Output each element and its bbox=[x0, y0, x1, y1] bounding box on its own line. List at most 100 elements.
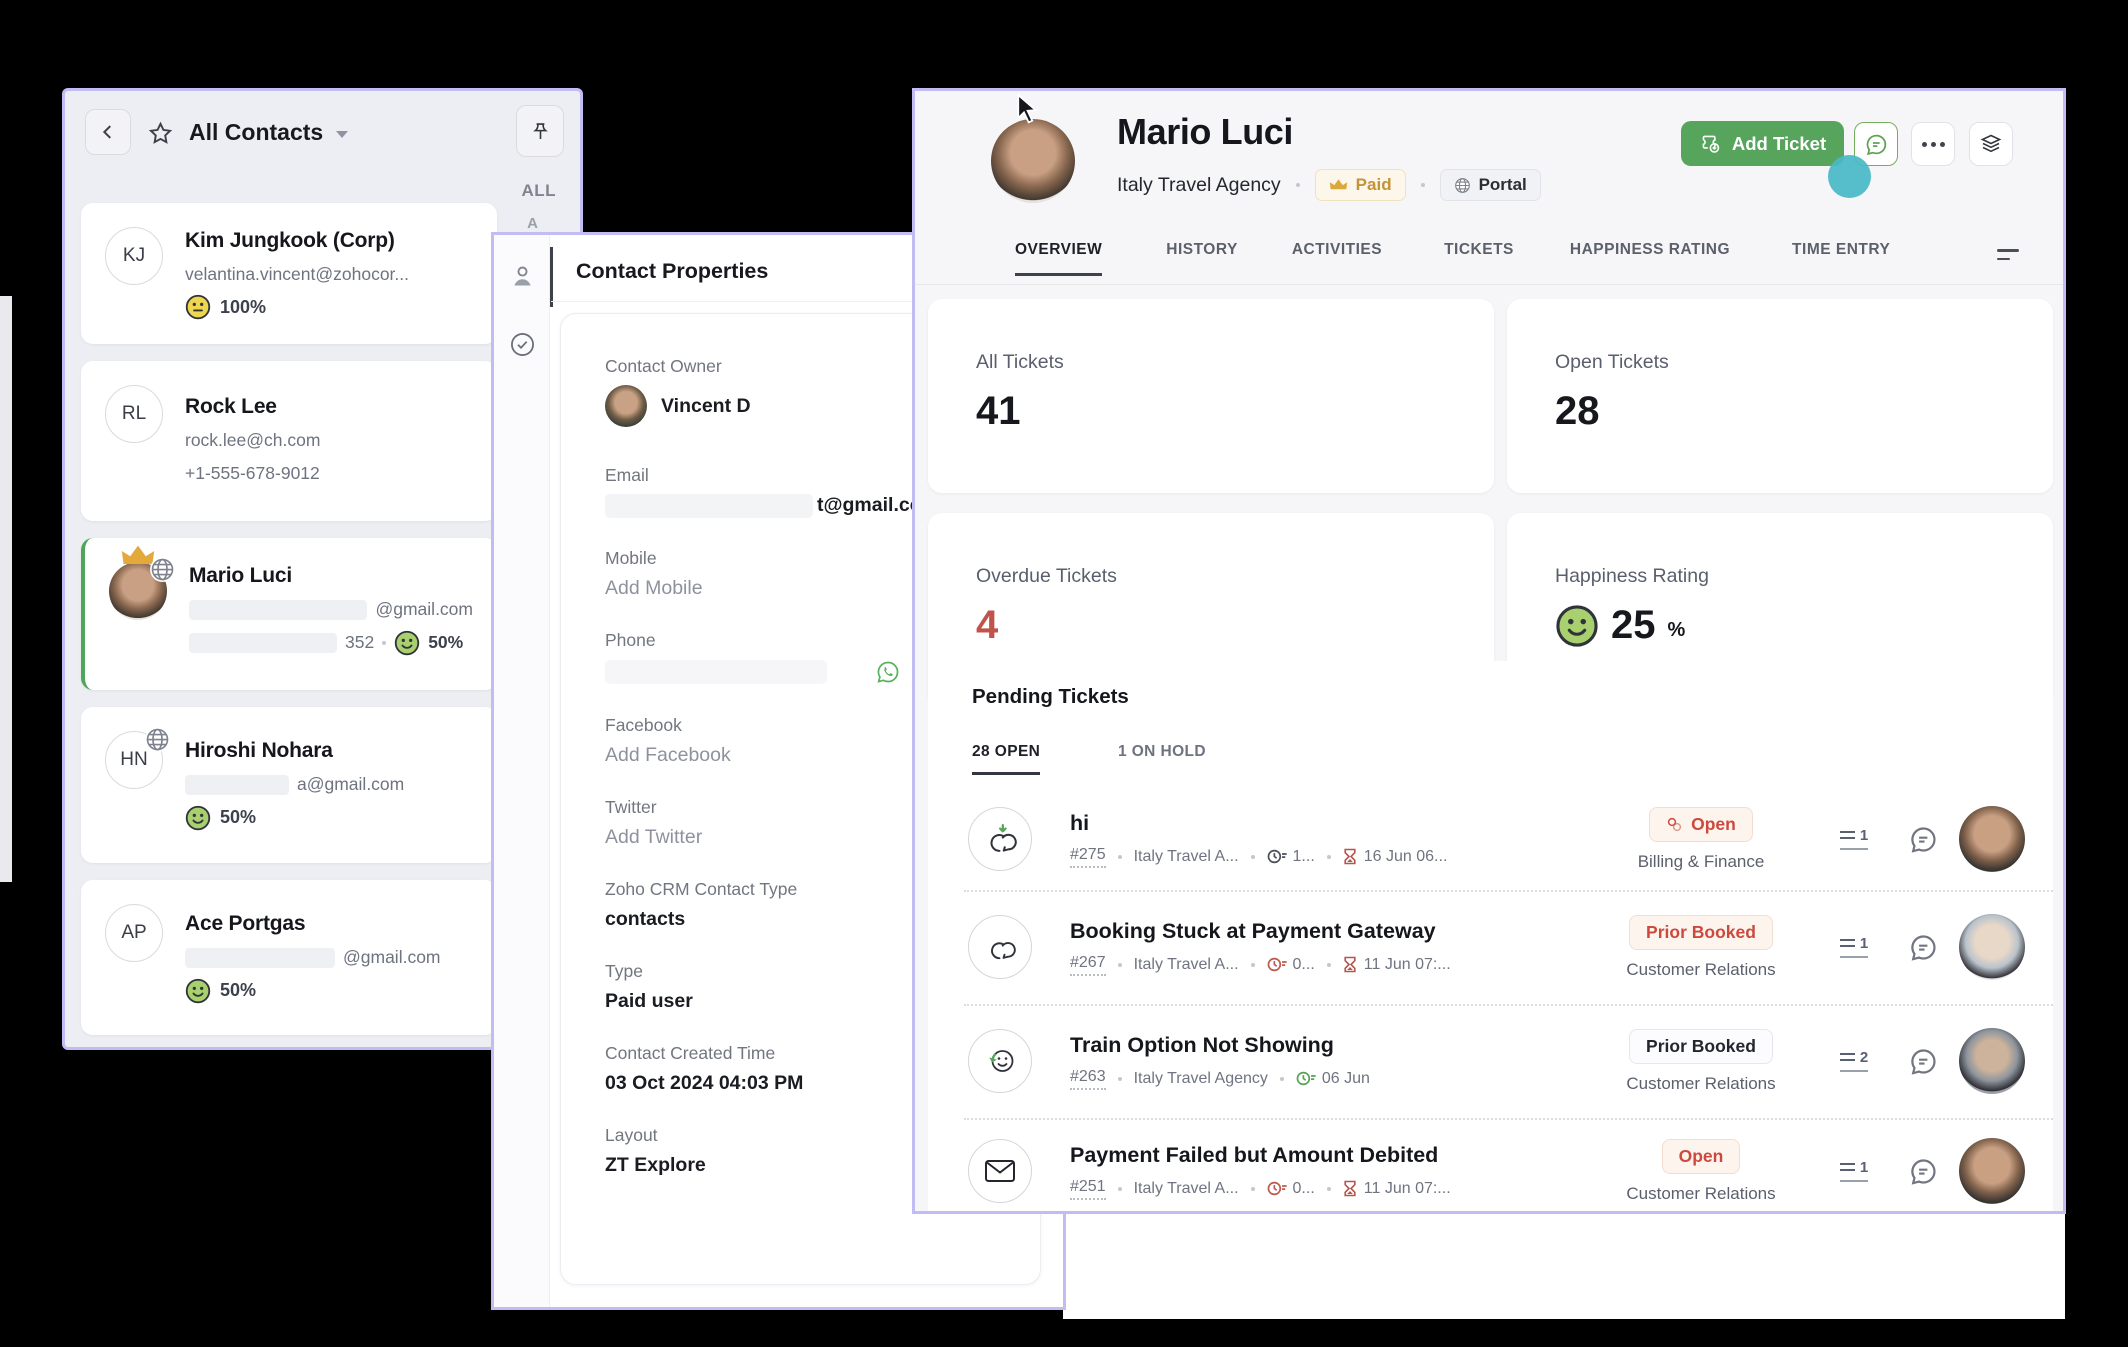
tab-overflow-icon[interactable] bbox=[1997, 249, 2019, 266]
alphabet-index-letter[interactable]: A bbox=[527, 215, 538, 232]
add-ticket-button[interactable]: Add Ticket bbox=[1681, 121, 1844, 166]
tab-happiness-rating[interactable]: HAPPINESS RATING bbox=[1569, 241, 1731, 258]
owner-avatar bbox=[605, 385, 647, 427]
pending-tickets-card: Pending Tickets 28 OPEN 1 ON HOLD hi #27… bbox=[928, 661, 2053, 1211]
tab-on-hold-tickets[interactable]: 1 ON HOLD bbox=[1118, 743, 1206, 760]
contacts-view-selector[interactable]: All Contacts bbox=[189, 119, 349, 146]
background-window-edge bbox=[0, 296, 12, 882]
happiness-smiley-green-icon bbox=[185, 805, 211, 830]
pin-icon bbox=[532, 122, 548, 139]
add-twitter-link[interactable]: Add Twitter bbox=[605, 826, 703, 848]
contact-card-hiroshi-nohara[interactable]: HN Hiroshi Nohara a@gmail.com 50% bbox=[81, 707, 497, 864]
hourglass-icon bbox=[1344, 1180, 1356, 1197]
tab-activities[interactable]: ACTIVITIES bbox=[1291, 241, 1383, 258]
ticket-title[interactable]: Booking Stuck at Payment Gateway bbox=[1070, 918, 1436, 943]
ticket-due: 11 Jun 07:... bbox=[1363, 1179, 1451, 1197]
field-phone: Phone bbox=[605, 630, 996, 685]
start-chat-button[interactable] bbox=[1854, 122, 1898, 166]
contacts-list: KJ Kim Jungkook (Corp) velantina.vincent… bbox=[81, 203, 497, 1052]
stat-label: Overdue Tickets bbox=[976, 565, 1117, 587]
thread-count[interactable]: 2 bbox=[1839, 1050, 1869, 1072]
contact-name: Mario Luci bbox=[189, 564, 293, 588]
reply-button[interactable] bbox=[1887, 1046, 1959, 1077]
happiness-smiley-green-icon bbox=[1556, 604, 1598, 647]
stat-card-all-tickets[interactable]: All Tickets 41 bbox=[928, 299, 1494, 493]
tab-tickets[interactable]: TICKETS bbox=[1444, 241, 1514, 258]
contact-card-ace-portgas[interactable]: AP Ace Portgas @gmail.com 50% bbox=[81, 880, 497, 1036]
reply-button[interactable] bbox=[1887, 932, 1959, 963]
ticket-requester-avatar bbox=[1959, 1028, 2025, 1094]
favorite-star-button[interactable] bbox=[147, 120, 174, 147]
reply-button[interactable] bbox=[1887, 1156, 1959, 1187]
owner-name[interactable]: Vincent D bbox=[661, 394, 751, 417]
tab-history[interactable]: HISTORY bbox=[1166, 241, 1238, 258]
stat-card-open-tickets[interactable]: Open Tickets 28 bbox=[1507, 299, 2053, 493]
contact-email-suffix: a@gmail.com bbox=[297, 774, 405, 795]
person-icon bbox=[513, 266, 531, 285]
contact-email: rock.lee@ch.com bbox=[185, 430, 321, 451]
ticket-channel-chat-icon bbox=[968, 915, 1032, 979]
contact-card-mario-luci[interactable]: Mario Luci @gmail.com 352 50% bbox=[81, 538, 497, 691]
contact-card-kim-jungkook[interactable]: KJ Kim Jungkook (Corp) velantina.vincent… bbox=[81, 203, 497, 345]
field-contact-owner: Contact Owner Vincent D bbox=[605, 356, 996, 427]
avatar: HN bbox=[105, 727, 170, 790]
ticket-row[interactable]: Payment Failed but Amount Debited #251 I… bbox=[928, 1119, 2053, 1211]
ticket-requester-avatar bbox=[1959, 806, 2025, 872]
alphabet-index-all[interactable]: ALL bbox=[521, 181, 556, 200]
ticket-id[interactable]: #263 bbox=[1070, 1068, 1106, 1090]
ticket-title[interactable]: Train Option Not Showing bbox=[1070, 1032, 1334, 1057]
status-badge[interactable]: Prior Booked bbox=[1629, 1028, 1773, 1064]
avatar: AP bbox=[105, 904, 163, 963]
ticket-title[interactable]: Payment Failed but Amount Debited bbox=[1070, 1142, 1439, 1167]
field-mobile: Mobile Add Mobile bbox=[605, 548, 996, 600]
avatar-initials: AP bbox=[121, 922, 147, 944]
contact-name: Hiroshi Nohara bbox=[185, 739, 333, 763]
pin-panel-button[interactable] bbox=[516, 105, 564, 157]
layers-button[interactable] bbox=[1969, 122, 2013, 166]
ticket-row[interactable]: Booking Stuck at Payment Gateway #267 It… bbox=[928, 891, 2053, 1003]
thread-icon bbox=[1839, 1162, 1855, 1175]
click-indicator bbox=[1828, 155, 1871, 198]
avatar-initials: RL bbox=[121, 403, 147, 425]
tab-overview[interactable]: OVERVIEW bbox=[1015, 241, 1103, 276]
whatsapp-icon[interactable] bbox=[875, 659, 901, 685]
field-label: Facebook bbox=[605, 715, 682, 735]
thread-count[interactable]: 1 bbox=[1839, 828, 1869, 850]
active-rail-indicator bbox=[550, 247, 553, 307]
rail-approvals-tab[interactable] bbox=[494, 317, 550, 371]
status-badge[interactable]: Prior Booked bbox=[1629, 914, 1773, 950]
stat-value: 25 bbox=[1611, 603, 1656, 647]
ticket-due: 11 Jun 07:... bbox=[1363, 955, 1451, 973]
status-badge[interactable]: Open bbox=[1661, 1138, 1741, 1174]
ticket-id[interactable]: #251 bbox=[1070, 1178, 1106, 1200]
chat-bubble-icon bbox=[1910, 1048, 1936, 1074]
contact-card-rock-lee[interactable]: RL Rock Lee rock.lee@ch.com +1-555-678-9… bbox=[81, 361, 497, 522]
crown-icon bbox=[121, 545, 155, 565]
email-value[interactable]: t@gmail.com bbox=[817, 494, 939, 517]
status-badge[interactable]: Open bbox=[1649, 806, 1753, 842]
divider bbox=[551, 301, 1063, 302]
contact-company[interactable]: Italy Travel Agency bbox=[1117, 173, 1281, 196]
thread-count[interactable]: 1 bbox=[1839, 936, 1869, 958]
ticket-title[interactable]: hi bbox=[1070, 810, 1090, 835]
ticket-row[interactable]: hi #275 Italy Travel A... 1... 16 Jun 06… bbox=[928, 789, 2053, 889]
tab-time-entry[interactable]: TIME ENTRY bbox=[1792, 241, 1891, 258]
ticket-row[interactable]: Train Option Not Showing #263 Italy Trav… bbox=[928, 1005, 2053, 1117]
tab-open-tickets[interactable]: 28 OPEN bbox=[972, 743, 1041, 775]
ticket-id[interactable]: #275 bbox=[1070, 846, 1106, 868]
mouse-cursor bbox=[1015, 93, 1041, 132]
reply-button[interactable] bbox=[1887, 824, 1959, 855]
back-button[interactable] bbox=[85, 109, 131, 155]
chat-bubble-icon bbox=[1910, 1158, 1936, 1184]
more-actions-button[interactable] bbox=[1911, 122, 1955, 166]
paid-badge-label: Paid bbox=[1355, 175, 1392, 194]
stat-unit: % bbox=[1667, 619, 1686, 641]
field-label: Type bbox=[605, 961, 643, 981]
thread-count[interactable]: 1 bbox=[1839, 1160, 1869, 1182]
add-mobile-link[interactable]: Add Mobile bbox=[605, 577, 703, 599]
add-facebook-link[interactable]: Add Facebook bbox=[605, 744, 731, 766]
chevron-down-icon bbox=[336, 131, 349, 138]
rail-contact-tab[interactable] bbox=[494, 249, 550, 303]
ticket-id[interactable]: #267 bbox=[1070, 954, 1106, 976]
portal-badge: Portal bbox=[1439, 169, 1541, 201]
